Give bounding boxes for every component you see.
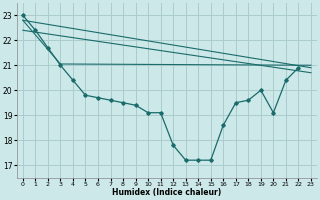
X-axis label: Humidex (Indice chaleur): Humidex (Indice chaleur) [112,188,221,197]
